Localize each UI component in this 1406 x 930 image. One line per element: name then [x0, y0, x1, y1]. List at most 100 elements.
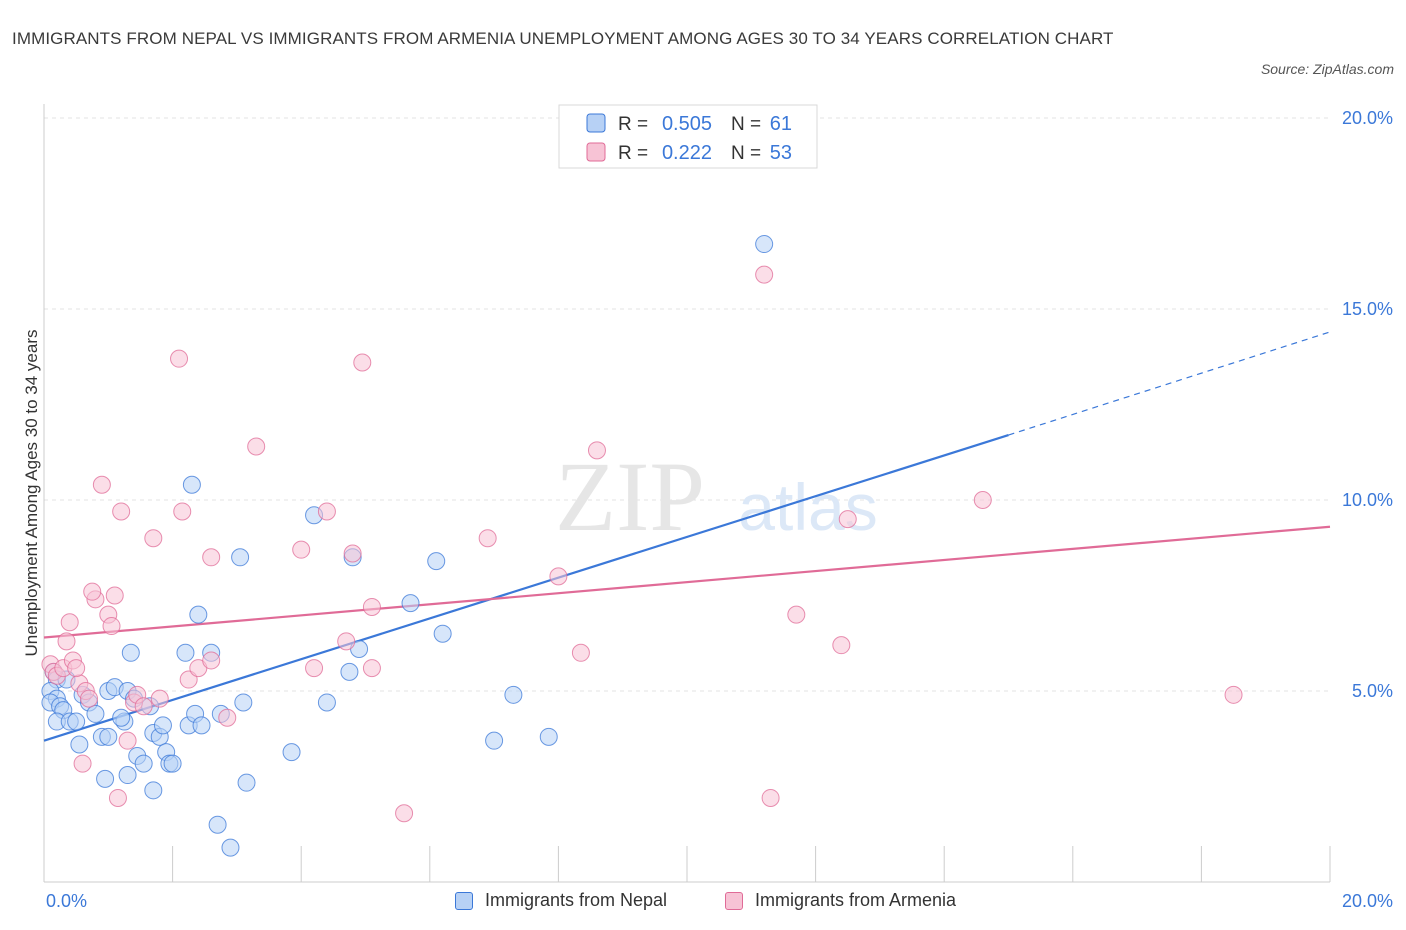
- y-axis-label-group: Unemployment Among Ages 30 to 34 years: [22, 330, 41, 657]
- nepal-point-26: [134, 754, 153, 773]
- armenia-point-36: [337, 632, 356, 651]
- legend-n-value-armenia: 53: [770, 142, 792, 164]
- nepal-point-56: [427, 552, 446, 571]
- armenia-point-40: [362, 597, 381, 616]
- armenia-point-29: [202, 651, 221, 670]
- armenia-point-50: [838, 510, 857, 529]
- armenia-point-42: [478, 529, 497, 548]
- legend-swatch-nepal: [586, 113, 606, 133]
- nepal-point-9: [67, 712, 86, 731]
- armenia-point-11: [73, 754, 92, 773]
- legend-n-label-armenia: N =: [731, 143, 761, 164]
- legend-n-label-nepal: N =: [731, 114, 761, 135]
- nepal-point-60: [539, 727, 558, 746]
- armenia-point-46: [755, 265, 774, 284]
- data-points: [41, 235, 1243, 857]
- nepal-point-33: [144, 781, 163, 800]
- nepal-trend-line: [43, 434, 1009, 742]
- armenia-point-27: [179, 670, 198, 689]
- x-tick-label-min: 0.0%: [46, 891, 88, 911]
- nepal-point-36: [176, 643, 195, 662]
- y-tick-label-2: 15.0%: [1342, 299, 1393, 319]
- legend-r-value-nepal: 0.505: [662, 113, 712, 135]
- armenia-point-47: [761, 788, 780, 807]
- nepal-point-49: [282, 743, 301, 762]
- nepal-point-54: [340, 662, 359, 681]
- armenia-point-35: [317, 502, 336, 521]
- legend-r-value-armenia: 0.222: [662, 142, 712, 164]
- bottom-legend-label-armenia: Immigrants from Armenia: [755, 890, 957, 910]
- nepal-point-47: [208, 815, 227, 834]
- armenia-point-13: [83, 582, 102, 601]
- armenia-point-10: [80, 689, 99, 708]
- bottom-legend-item-armenia: Immigrants from Armenia: [725, 890, 956, 911]
- armenia-point-23: [144, 529, 163, 548]
- trend-lines: [43, 331, 1331, 742]
- nepal-point-61: [755, 235, 774, 254]
- nepal-point-51: [317, 693, 336, 712]
- nepal-point-58: [485, 731, 504, 750]
- armenia-point-39: [362, 659, 381, 678]
- armenia-point-41: [395, 804, 414, 823]
- nepal-point-22: [99, 727, 118, 746]
- watermark: ZIP atlas: [555, 441, 878, 552]
- nepal-point-29: [153, 716, 172, 735]
- armenia-point-4: [57, 632, 76, 651]
- armenia-point-31: [218, 708, 237, 727]
- armenia-point-33: [292, 540, 311, 559]
- armenia-point-30: [202, 548, 221, 567]
- y-tick-label-0: 5.0%: [1352, 681, 1393, 701]
- armenia-point-19: [118, 731, 137, 750]
- armenia-point-38: [353, 353, 372, 372]
- nepal-point-48: [221, 838, 240, 857]
- armenia-point-53: [108, 788, 127, 807]
- legend-box: R = 0.505 N = 61 R = 0.222 N = 53: [558, 104, 818, 169]
- x-tick-label-max: 20.0%: [1341, 891, 1393, 911]
- nepal-point-44: [182, 475, 201, 494]
- legend-r-label-nepal: R =: [618, 114, 648, 135]
- y-tick-label-1: 10.0%: [1342, 490, 1393, 510]
- armenia-point-52: [1224, 685, 1243, 704]
- nepal-point-45: [231, 548, 250, 567]
- watermark-atlas: atlas: [738, 470, 877, 544]
- bottom-legend-item-nepal: Immigrants from Nepal: [455, 890, 667, 911]
- nepal-point-15: [70, 735, 89, 754]
- nepal-point-46: [237, 773, 256, 792]
- nepal-point-39: [192, 716, 211, 735]
- armenia-point-24: [150, 689, 169, 708]
- y-tick-labels: 5.0% 10.0% 15.0% 20.0%: [1342, 108, 1393, 701]
- armenia-point-18: [112, 502, 131, 521]
- bottom-legend-label-nepal: Immigrants from Nepal: [485, 890, 668, 910]
- chart-title: IMMIGRANTS FROM NEPAL VS IMMIGRANTS FROM…: [12, 29, 1114, 48]
- armenia-trend-line: [43, 525, 1331, 639]
- nepal-point-34: [121, 643, 140, 662]
- armenia-point-49: [832, 636, 851, 655]
- nepal-point-21: [112, 708, 131, 727]
- armenia-point-37: [343, 544, 362, 563]
- armenia-point-44: [571, 643, 590, 662]
- armenia-point-16: [102, 617, 121, 636]
- armenia-swatch: [725, 891, 743, 910]
- armenia-point-51: [973, 491, 992, 509]
- bottom-legend: Immigrants from Nepal Immigrants from Ar…: [0, 886, 1406, 918]
- armenia-point-22: [134, 697, 153, 716]
- armenia-point-25: [170, 349, 189, 368]
- y-axis-label: Unemployment Among Ages 30 to 34 years: [22, 330, 41, 657]
- armenia-point-32: [247, 437, 266, 456]
- source-label: Source: ZipAtlas.com: [1260, 61, 1394, 77]
- armenia-point-5: [60, 613, 79, 632]
- nepal-point-55: [401, 594, 420, 613]
- legend-swatch-armenia: [586, 142, 606, 162]
- armenia-point-17: [105, 586, 124, 605]
- nepal-point-57: [433, 624, 452, 643]
- y-tick-label-3: 20.0%: [1342, 108, 1393, 128]
- armenia-point-43: [549, 567, 568, 586]
- armenia-point-14: [92, 475, 111, 494]
- armenia-point-48: [787, 605, 806, 624]
- nepal-point-32: [163, 754, 182, 773]
- nepal-point-24: [118, 766, 137, 785]
- armenia-point-8: [67, 659, 86, 678]
- legend-n-value-nepal: 61: [770, 113, 792, 135]
- nepal-swatch: [455, 891, 473, 910]
